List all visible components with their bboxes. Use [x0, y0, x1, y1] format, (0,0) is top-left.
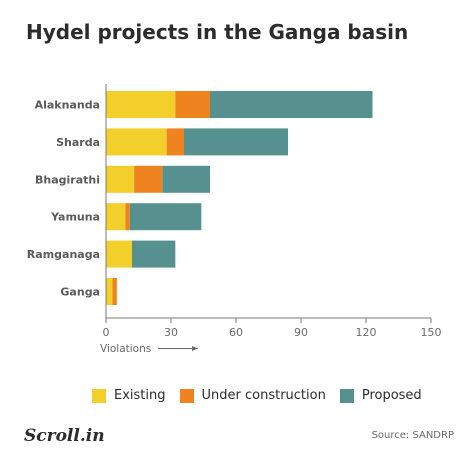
legend-label-under-construction: Under construction	[201, 388, 326, 403]
x-tick-label-120: 120	[356, 326, 377, 339]
x-tick-label-0: 0	[103, 326, 110, 339]
bar-sharda-existing	[106, 128, 167, 156]
x-axis-title: Violations	[100, 343, 151, 355]
category-label-sharda: Sharda	[56, 136, 100, 149]
bar-group	[106, 91, 373, 305]
bar-alaknanda-existing	[106, 91, 176, 118]
legend-swatch-existing	[92, 388, 106, 403]
category-labels: Alaknanda Sharda Bhagirathi Yamuna Ramganaga…	[27, 99, 100, 299]
category-label-ramganaga: Ramganaga	[27, 248, 100, 261]
bar-bhagirathi-existing	[106, 165, 135, 193]
bar-ganga-under-construction	[112, 278, 117, 305]
bar-ramganaga-proposed	[132, 240, 176, 268]
category-label-alaknanda: Alaknanda	[35, 99, 100, 112]
bar-bhagirathi-proposed	[162, 165, 210, 193]
legend-label-proposed: Proposed	[361, 388, 422, 403]
category-label-ganga: Ganga	[60, 286, 100, 299]
legend-swatch-proposed	[339, 388, 354, 403]
bar-ganga-existing	[106, 278, 113, 305]
x-tick-label-150: 150	[421, 326, 442, 339]
bar-sharda-proposed	[184, 128, 288, 156]
legend-swatch-under-construction	[179, 388, 194, 403]
x-tick-label-30: 30	[164, 326, 178, 339]
x-axis: 0 30 60 90 120 150 Violations	[100, 84, 442, 355]
bar-yamuna-existing	[106, 203, 126, 231]
source-note: Source: SANDRP	[371, 430, 454, 441]
bar-yamuna-under-construction	[125, 203, 130, 231]
legend: Existing Under construction Proposed	[92, 388, 436, 403]
legend-item-proposed: Proposed	[339, 388, 422, 403]
bar-sharda-under-construction	[166, 128, 184, 156]
bar-alaknanda-under-construction	[175, 91, 210, 118]
legend-item-existing: Existing	[92, 388, 166, 403]
bar-yamuna-proposed	[129, 203, 202, 231]
category-label-yamuna: Yamuna	[50, 211, 100, 224]
bar-bhagirathi-under-construction	[134, 165, 163, 193]
x-axis-arrowhead-icon	[192, 346, 198, 351]
chart-title: Hydel projects in the Ganga basin	[26, 20, 409, 44]
legend-label-existing: Existing	[114, 388, 166, 403]
brand-logo: Scroll.in	[24, 426, 105, 446]
bar-ramganaga-existing	[106, 240, 132, 268]
chart-plot: Alaknanda Sharda Bhagirathi Yamuna Ramganaga…	[27, 84, 442, 355]
x-tick-label-90: 90	[294, 326, 308, 339]
legend-item-under-construction: Under construction	[179, 388, 326, 403]
category-label-bhagirathi: Bhagirathi	[35, 173, 100, 186]
x-tick-label-60: 60	[229, 326, 243, 339]
bar-alaknanda-proposed	[210, 91, 373, 118]
